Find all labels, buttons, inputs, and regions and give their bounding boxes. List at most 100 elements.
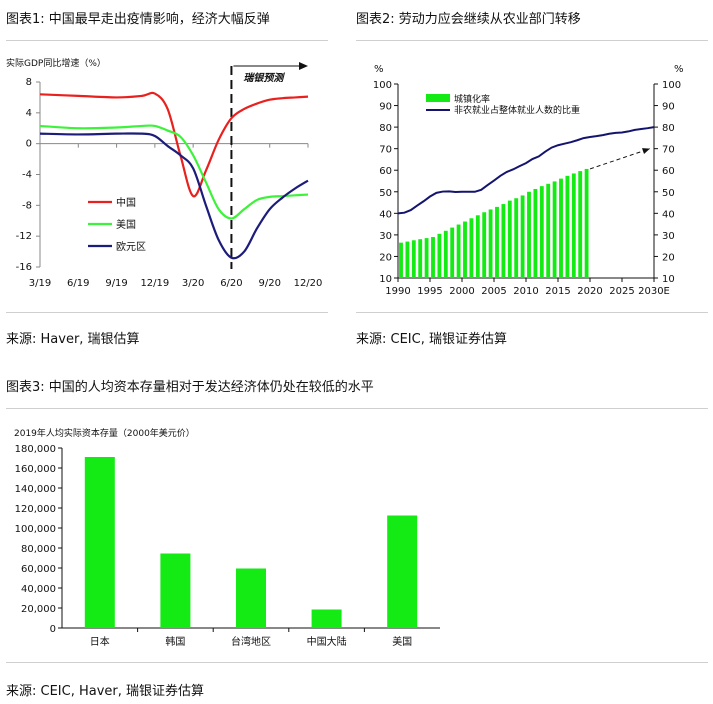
chart2-urbanization-bar — [411, 240, 416, 278]
chart3-ytick-label: 120,000 — [15, 504, 56, 515]
chart1-series-line — [39, 124, 309, 220]
chart2-left-unit: % — [374, 64, 384, 75]
chart3-bar — [84, 457, 115, 628]
chart2-xtick-label: 2030E — [638, 286, 670, 297]
chart3-category-label: 中国大陆 — [307, 635, 347, 648]
chart2-nonfarm-line — [397, 126, 655, 215]
chart3-bar — [160, 553, 191, 628]
chart2-urbanization-bar — [418, 239, 423, 278]
figure1-source: 来源: Haver, 瑞银估算 — [6, 332, 140, 347]
chart3-ytick-label: 0 — [50, 624, 56, 635]
chart3-category-label: 韩国 — [165, 635, 185, 648]
chart1-series-line — [39, 132, 309, 260]
chart2-legend-bar-swatch — [426, 94, 450, 102]
chart2-xtick-label: 2010 — [513, 286, 538, 297]
chart1-ytick-label: -12 — [16, 231, 32, 242]
chart2-left-tick-label: 90 — [379, 102, 392, 113]
chart2-left-tick-label: 30 — [379, 231, 392, 242]
chart2-left-tick-label: 40 — [379, 209, 392, 220]
chart1-xtick-label: 9/19 — [105, 278, 127, 289]
chart2-xtick-label: 2000 — [449, 286, 474, 297]
chart2-urbanization-bar — [405, 241, 410, 278]
chart3-category-label: 台湾地区 — [231, 635, 271, 648]
chart2-urbanization-bar — [495, 206, 499, 278]
chart1-ylabel: 实际GDP同比增速（%） — [6, 57, 106, 69]
chart2-urbanization-bar — [559, 178, 563, 278]
chart2-right-unit: % — [674, 64, 684, 75]
chart2-left-tick-label: 100 — [373, 80, 392, 91]
chart2-right-tick-label: 30 — [662, 231, 675, 242]
chart2-urbanization-bar — [431, 237, 435, 278]
chart2-right-tick-label: 50 — [662, 188, 675, 199]
chart3-bar — [311, 609, 342, 628]
chart2-right-tick-label: 90 — [662, 102, 675, 113]
chart3-title: 2019年人均实际资本存量（2000年美元价） — [14, 427, 195, 439]
chart1-ytick-label: 8 — [26, 77, 32, 88]
chart1-legend-label: 欧元区 — [116, 241, 146, 253]
chart3-ytick-label: 100,000 — [15, 524, 56, 535]
chart2-urbanization-bar — [463, 221, 467, 278]
chart2-urbanization-bar — [475, 215, 480, 278]
chart1-xtick-label: 6/19 — [67, 278, 89, 289]
chart2-urbanization-bar — [527, 191, 531, 278]
chart3-ytick-label: 80,000 — [21, 544, 56, 555]
chart3-ytick-label: 160,000 — [15, 464, 56, 475]
chart2-left-tick-label: 20 — [379, 252, 392, 263]
chart2-right-tick-label: 70 — [662, 145, 675, 156]
figure3-title: 图表3: 中国的人均资本存量相对于发达经济体仍处在较低的水平 — [6, 380, 374, 395]
chart3-category-label: 美国 — [392, 635, 412, 648]
chart3-ytick-label: 180,000 — [15, 444, 56, 455]
figure1-title: 图表1: 中国最早走出疫情影响，经济大幅反弹 — [6, 12, 270, 27]
chart1-gdp-growth: 实际GDP同比增速（%） 8 4 0 -4 -8 -12 -16 3/19 6/19 9/19 12/… — [6, 57, 323, 289]
chart2-legend-bar-label: 城镇化率 — [454, 93, 490, 105]
chart2-right-tick-label: 80 — [662, 123, 675, 134]
chart1-xtick-label: 9/20 — [258, 278, 280, 289]
chart2-legend-line-label: 非农就业占整体就业人数的比重 — [454, 104, 580, 116]
chart1-ytick-label: 0 — [26, 139, 32, 150]
chart2-left-tick-label: 70 — [379, 145, 392, 156]
chart2-urbanization-bar — [552, 181, 557, 278]
chart2-urbanization-bar — [456, 224, 461, 278]
chart2-urbanization-bar — [424, 238, 429, 278]
chart2-urbanization-bar — [437, 233, 442, 278]
chart1-xtick-label: 12/20 — [294, 278, 323, 289]
chart2-urbanization-bar — [488, 209, 493, 278]
chart2-left-tick-label: 80 — [379, 123, 392, 134]
figure1-bottom-rule — [6, 312, 328, 313]
figure2-bottom-rule — [356, 312, 708, 313]
chart1-forecast-arrowhead — [299, 62, 308, 70]
chart3-capital-stock: 2019年人均实际资本存量（2000年美元价） 0 20,000 40,000 60,0… — [14, 427, 440, 648]
figure3-bottom-rule — [6, 662, 708, 663]
chart2-urbanization-bar — [443, 230, 448, 278]
chart2-urbanization-bar — [533, 188, 538, 278]
chart1-legend-label: 中国 — [116, 196, 136, 209]
chart2-projection-arrowhead — [642, 148, 650, 154]
chart2-urbanization-bar — [520, 195, 525, 278]
figure2-source: 来源: CEIC, 瑞银证券估算 — [356, 332, 507, 347]
chart1-xtick-label: 12/19 — [140, 278, 169, 289]
chart2-urbanization-bar — [584, 168, 589, 278]
chart2-urbanization-bar — [482, 212, 487, 278]
chart3-ytick-label: 140,000 — [15, 484, 56, 495]
chart1-ytick-label: -4 — [22, 170, 32, 181]
chart3-ytick-label: 60,000 — [21, 564, 56, 575]
chart3-category-label: 日本 — [90, 635, 110, 648]
chart2-left-tick-label: 50 — [379, 188, 392, 199]
chart1-xtick-label: 6/20 — [220, 278, 242, 289]
chart1-xtick-label: 3/20 — [182, 278, 204, 289]
chart2-right-tick-label: 20 — [662, 252, 675, 263]
figure1-top-rule — [6, 40, 328, 41]
chart1-forecast-label: 瑞银预测 — [243, 72, 285, 84]
chart2-xtick-label: 2020 — [577, 286, 602, 297]
chart1-xtick-label: 3/19 — [29, 278, 51, 289]
chart2-right-tick-label: 40 — [662, 209, 675, 220]
chart2-right-tick-label: 100 — [662, 80, 681, 91]
chart1-ytick-label: 4 — [26, 108, 32, 119]
chart3-ytick-label: 20,000 — [21, 604, 56, 615]
chart2-xtick-label: 1995 — [417, 286, 442, 297]
figure3-source: 来源: CEIC, Haver, 瑞银证券估算 — [6, 684, 205, 699]
chart3-bar — [387, 515, 418, 628]
chart3-bar — [236, 568, 266, 628]
chart2-urbanization-bar — [571, 173, 576, 278]
